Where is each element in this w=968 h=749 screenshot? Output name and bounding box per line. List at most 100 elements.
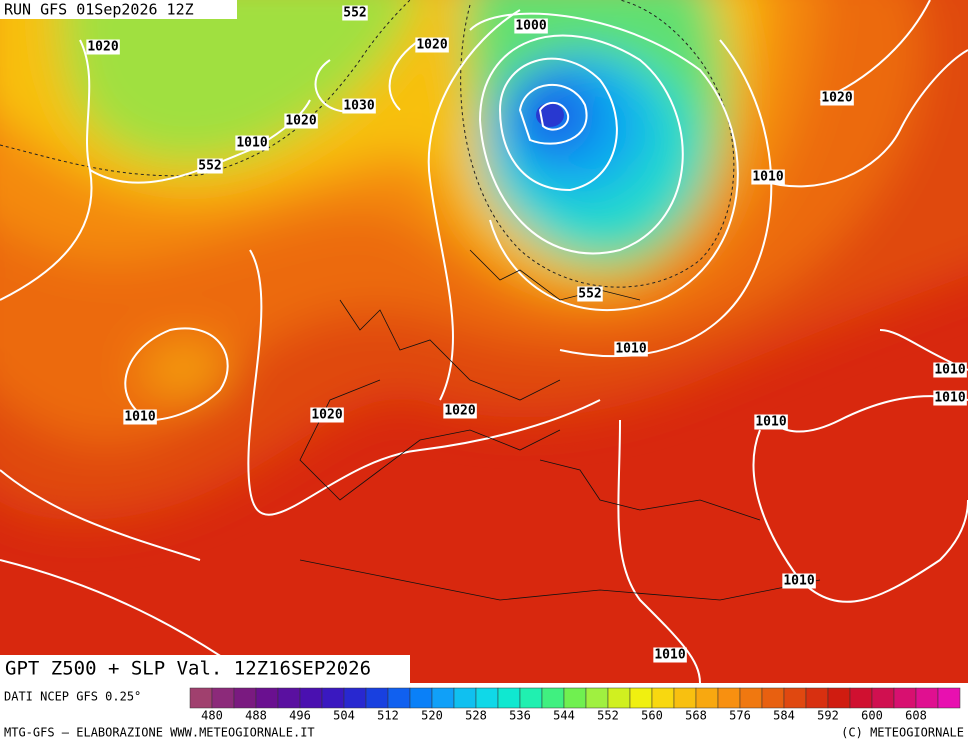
isobar <box>498 57 618 192</box>
colorbar-swatch <box>827 687 851 709</box>
data-source: DATI NCEP GFS 0.25° <box>4 690 141 704</box>
title-box <box>0 655 410 683</box>
colorbar-label: 512 <box>377 709 399 723</box>
contour-label: 1020 <box>285 114 316 129</box>
isobar <box>247 249 601 516</box>
colorbar-swatch <box>343 687 367 709</box>
colorbar-swatch <box>563 687 587 709</box>
contour-label: 1010 <box>755 415 786 430</box>
contour-label: 552 <box>578 287 601 302</box>
contour-label: 1010 <box>783 574 814 589</box>
colorbar-swatch <box>673 687 697 709</box>
contour-label-bg <box>782 573 816 589</box>
contour-label: 552 <box>198 159 221 174</box>
colorbar-swatch <box>783 687 807 709</box>
isobar <box>469 12 739 311</box>
colorbar-swatch <box>585 687 609 709</box>
footer-left: MTG-GFS — ELABORAZIONE WWW.METEOGIORNALE… <box>4 726 315 740</box>
colorbar-label: 536 <box>509 709 531 723</box>
footer-right: (C) METEOGIORNALE <box>841 726 964 740</box>
colorbar-swatch <box>387 687 411 709</box>
contour-label: 1010 <box>752 170 783 185</box>
colorbar-swatch <box>277 687 301 709</box>
contour-labels: 552 1020 1020 1000 1030 1020 1010 552 10… <box>86 5 967 663</box>
map-title: GPT Z500 + SLP Val. 12Z16SEP2026 <box>5 658 371 680</box>
isobar <box>752 429 968 603</box>
contour-label-bg <box>754 414 788 430</box>
colorbar-swatch <box>299 687 323 709</box>
colorbar-label: 560 <box>641 709 663 723</box>
isobar <box>617 419 701 683</box>
contour-label-bg <box>820 90 854 106</box>
colorbar-swatch <box>805 687 829 709</box>
colorbar-swatch <box>321 687 345 709</box>
colorbar-swatch <box>365 687 389 709</box>
colorbar-swatch <box>937 687 961 709</box>
contour-label-bg <box>933 362 967 378</box>
colorbar-swatch <box>651 687 675 709</box>
contour-label-bg <box>310 407 344 423</box>
contour-label: 1010 <box>654 648 685 663</box>
colorbar-label: 552 <box>597 709 619 723</box>
colorbar-label: 480 <box>201 709 223 723</box>
isobar <box>478 34 684 255</box>
colorbar-swatch <box>717 687 741 709</box>
colorbar-swatch <box>695 687 719 709</box>
contour-label: 1020 <box>416 38 447 53</box>
colorbar-swatch <box>915 687 939 709</box>
colorbar-label: 608 <box>905 709 927 723</box>
contour-label-bg <box>284 113 318 129</box>
colorbar-label: 576 <box>729 709 751 723</box>
colorbar-swatch <box>233 687 257 709</box>
contour-label: 1000 <box>515 19 546 34</box>
contour-label: 1030 <box>343 99 374 114</box>
contour-label-bg <box>653 647 687 663</box>
colorbar-swatch <box>409 687 433 709</box>
colorbar-label: 528 <box>465 709 487 723</box>
contour-label: 1010 <box>124 410 155 425</box>
colorbar-swatch <box>497 687 521 709</box>
contour-label-bg <box>415 37 449 53</box>
colorbar-swatch <box>541 687 565 709</box>
colorbar-label: 488 <box>245 709 267 723</box>
coastline <box>299 249 821 601</box>
colorbar-swatch <box>629 687 653 709</box>
contour-label: 1020 <box>87 40 118 55</box>
contour-label-bg <box>86 39 120 55</box>
contour-label-bg <box>614 341 648 357</box>
isobar <box>538 101 570 131</box>
colorbar-label: 496 <box>289 709 311 723</box>
contour-label: 1020 <box>444 404 475 419</box>
contour-label: 1010 <box>236 136 267 151</box>
colorbar-swatch <box>255 687 279 709</box>
contour-label-bg <box>197 158 223 174</box>
contour-label: 1010 <box>615 342 646 357</box>
isobar <box>124 327 229 422</box>
colorbar-swatch <box>519 687 543 709</box>
colorbar-swatch <box>431 687 455 709</box>
contour-label-bg <box>443 403 477 419</box>
colorbar-swatch <box>607 687 631 709</box>
contour-label-bg <box>123 409 157 425</box>
colorbar-swatch <box>871 687 895 709</box>
contour-label-bg <box>235 135 269 151</box>
isobar <box>518 83 588 145</box>
contour-label: 1010 <box>934 363 965 378</box>
colorbar-label: 592 <box>817 709 839 723</box>
contour-label-bg <box>514 18 548 34</box>
colorbar-label: 544 <box>553 709 575 723</box>
colorbar-label: 584 <box>773 709 795 723</box>
colorbar: 480 488 496 504 512 520 528 536 544 552 560 568 576 5… <box>189 687 961 723</box>
contour-label-bg <box>577 286 603 302</box>
run-info: RUN GFS 01Sep2026 12Z <box>4 1 194 19</box>
colorbar-label: 568 <box>685 709 707 723</box>
contour-label: 1020 <box>311 408 342 423</box>
colorbar-swatch <box>211 687 235 709</box>
contour-label-bg <box>342 98 376 114</box>
contour-label: 1010 <box>934 391 965 406</box>
contour-label-bg <box>751 169 785 185</box>
map-field: 552 1020 1020 1000 1030 1020 1010 552 10… <box>0 0 968 683</box>
header-box <box>0 0 237 19</box>
colorbar-swatch <box>475 687 499 709</box>
